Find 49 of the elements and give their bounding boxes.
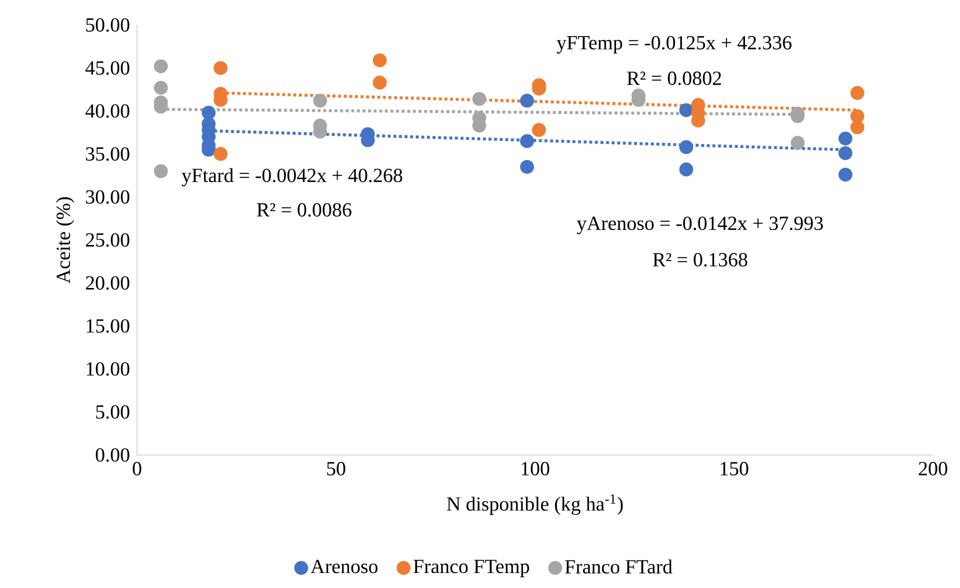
legend-label: Franco FTard [565, 559, 672, 574]
y-tick-label: 25.00 [86, 233, 130, 247]
annotation: R² = 0.0086 [256, 203, 352, 217]
point [532, 122, 546, 137]
annotation: yFTemp = -0.0125x + 42.336 [556, 36, 792, 54]
point [679, 103, 694, 118]
point [154, 59, 168, 74]
y-axis-title: Aceite (%) [56, 197, 74, 284]
y-tick-label: 40.00 [85, 104, 130, 118]
point [472, 92, 486, 106]
point [214, 61, 228, 75]
point [154, 164, 168, 178]
point [154, 80, 168, 95]
y-tick-label: 45.00 [85, 61, 130, 75]
point [214, 147, 228, 161]
x-axis-title: N disponible (kg ha$^{-1}$) [446, 494, 623, 515]
point [838, 132, 852, 146]
point [679, 140, 694, 154]
point [838, 168, 852, 182]
x-tick-label: 100 [522, 462, 550, 476]
annotation: R² = 0.1368 [652, 252, 748, 267]
y-tick-label: 30.00 [86, 190, 130, 204]
point [838, 146, 852, 160]
point [790, 136, 805, 150]
y-tick-label: 15.00 [86, 319, 130, 333]
legend-label: Arenoso [310, 560, 378, 574]
point [372, 53, 387, 68]
y-tick-label: 10.00 [86, 362, 130, 376]
y-tick-label: 5.00 [96, 405, 130, 419]
point [850, 120, 864, 134]
point [520, 160, 534, 174]
legend-label: Franco FTemp [414, 560, 530, 578]
x-tick-label: 150 [720, 462, 748, 476]
annotation: yArenoso = -0.0142x + 37.993 [576, 216, 823, 234]
y-tick-label: 35.00 [86, 147, 130, 161]
point [313, 94, 328, 108]
point [520, 134, 534, 148]
point [372, 76, 387, 90]
annotation: R² = 0.0802 [627, 72, 721, 86]
point [520, 94, 534, 108]
y-tick-label: 0.00 [96, 448, 130, 462]
annotation: yFtard = -0.0042x + 40.268 [182, 168, 402, 186]
x-tick-label: 50 [327, 462, 346, 476]
x-tick-label: 0 [132, 462, 142, 476]
y-tick-label: 20.00 [86, 276, 130, 290]
point [679, 162, 694, 176]
point [850, 86, 864, 100]
x-tick-label: 200 [918, 462, 948, 476]
y-tick-label: 50.00 [86, 18, 130, 32]
